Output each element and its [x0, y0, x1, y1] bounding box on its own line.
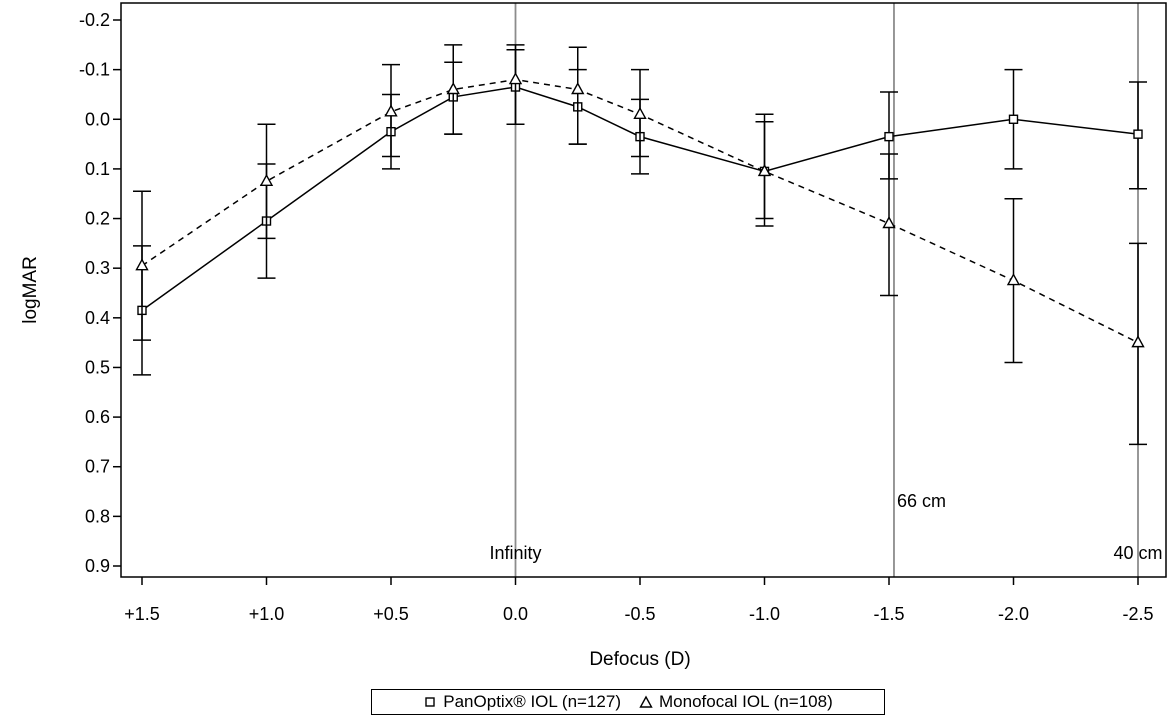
x-tick-label: +1.0: [249, 604, 285, 624]
series-1: [133, 44, 1147, 446]
reference-lines: [514, 3, 1139, 577]
x-tick-label: -2.5: [1122, 604, 1153, 624]
triangle-marker-icon: [639, 695, 653, 708]
data-point: [259, 173, 274, 187]
legend-item-monofocal: Monofocal IOL (n=108): [639, 692, 833, 712]
data-point: [757, 163, 772, 177]
data-point: [1006, 273, 1021, 286]
y-axis-title: logMAR: [20, 256, 41, 324]
defocus-curve-chart: Infinity 66 cm 40 cm -0.2 -0.1 0.0 0.1 0.2 0.3 0…: [20, 2, 1167, 670]
legend-label-panoptix: PanOptix® IOL (n=127): [443, 692, 622, 711]
plot-frame: [120, 2, 1167, 578]
y-tick-label: 0.8: [85, 506, 110, 526]
y-tick-label: 0.3: [85, 258, 110, 278]
series-layer: [133, 44, 1147, 446]
data-point: [882, 216, 896, 229]
x-axis-title: Defocus (D): [589, 649, 690, 670]
data-point: [884, 131, 894, 142]
x-tick-label: -0.5: [624, 604, 655, 624]
y-tick-label: 0.6: [85, 407, 110, 427]
x-tick-label: +1.5: [124, 604, 160, 624]
reference-labels: Infinity 66 cm 40 cm: [489, 491, 1162, 563]
y-tick-label: -0.1: [79, 60, 110, 80]
y-tick-label: -0.2: [79, 10, 110, 30]
data-point: [446, 82, 460, 95]
y-tick-label: 0.2: [85, 209, 110, 229]
data-point: [1131, 335, 1145, 348]
data-point: [1133, 129, 1143, 139]
y-tick-label: 0.4: [85, 308, 110, 328]
reference-label-0: Infinity: [489, 543, 541, 563]
legend-label-monofocal: Monofocal IOL (n=108): [659, 692, 833, 711]
y-tick-label: 0.0: [85, 109, 110, 129]
y-tick-label: 0.1: [85, 159, 110, 179]
x-axis: +1.5 +1.0 +0.5 0.0 -0.5 -1.0 -1.5 -2.0 -2.5: [124, 577, 1154, 624]
x-tick-label: 0.0: [503, 604, 528, 624]
x-tick-label: +0.5: [373, 604, 409, 624]
legend: PanOptix® IOL (n=127) Monofocal IOL (n=1…: [371, 689, 885, 715]
reference-label-1: 66 cm: [897, 491, 946, 511]
x-tick-label: -1.0: [749, 604, 780, 624]
data-point: [508, 72, 523, 85]
reference-label-2: 40 cm: [1113, 543, 1162, 563]
x-tick-label: -2.0: [998, 604, 1029, 624]
data-point: [384, 104, 398, 117]
x-tick-label: -1.5: [873, 604, 904, 624]
square-marker-icon: [425, 697, 435, 707]
y-tick-label: 0.5: [85, 357, 110, 377]
data-point: [1008, 114, 1019, 124]
y-tick-label: 0.9: [85, 556, 110, 576]
y-tick-label: 0.7: [85, 457, 110, 477]
data-point: [135, 258, 149, 271]
y-axis: -0.2 -0.1 0.0 0.1 0.2 0.3 0.4 0.5 0.6 0.7 0.8 0.9: [79, 10, 121, 576]
data-point: [571, 82, 585, 95]
legend-item-panoptix: PanOptix® IOL (n=127): [423, 692, 621, 712]
data-point: [633, 106, 647, 120]
